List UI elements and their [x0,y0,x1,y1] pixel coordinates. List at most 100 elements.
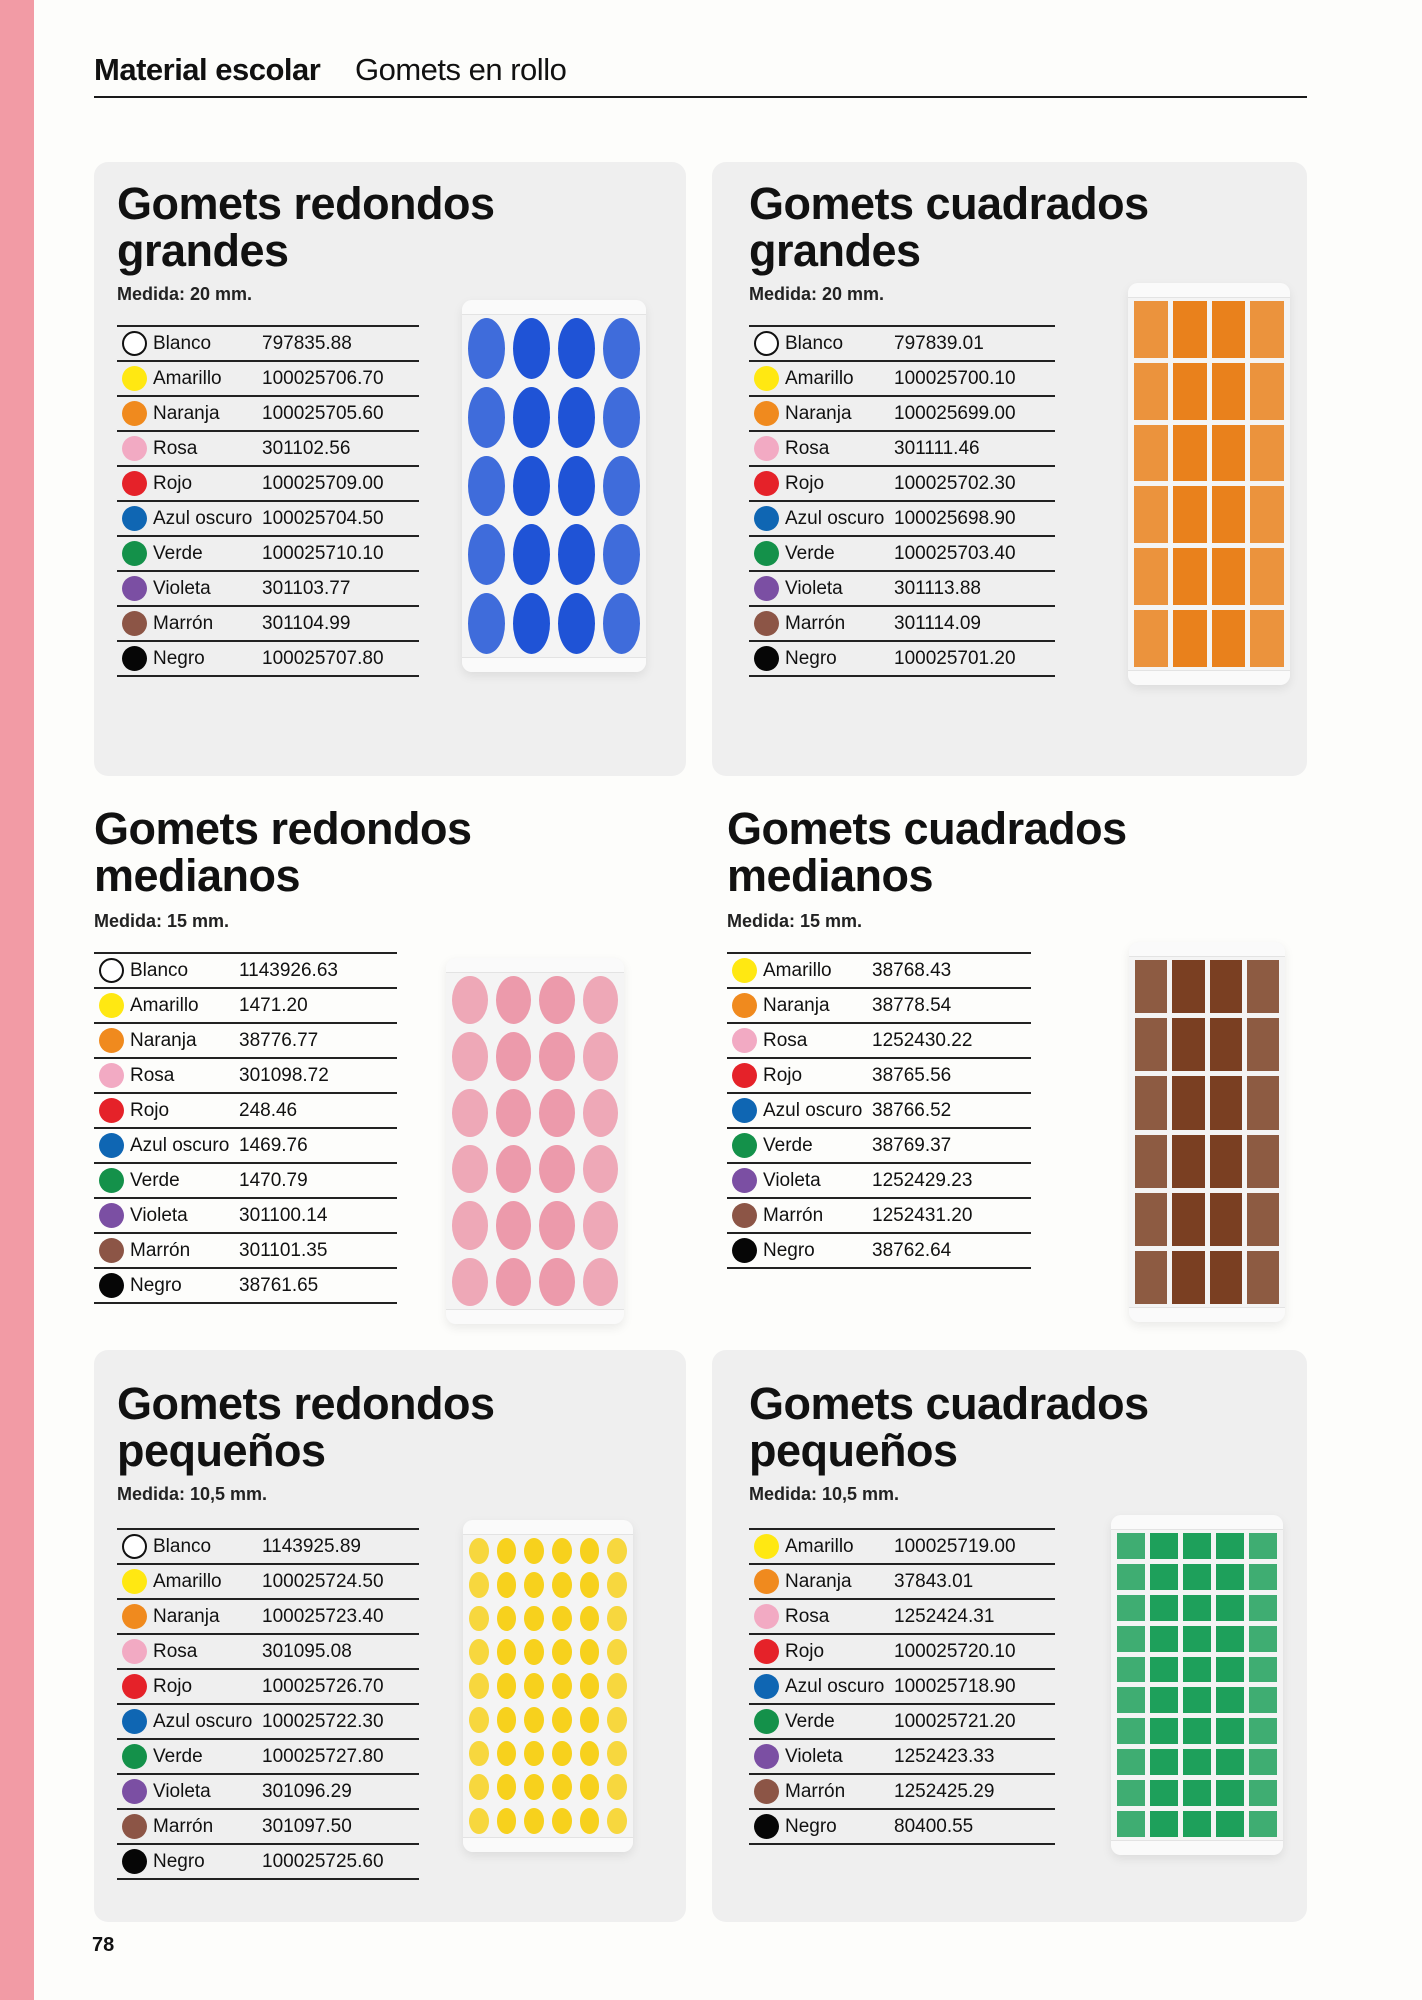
square-sticker-icon [1250,610,1284,667]
square-sticker-icon [1117,1563,1145,1590]
square-sticker-icon [1249,1687,1277,1714]
round-sticker-icon [582,1032,618,1081]
sticker-roll-image [1128,283,1290,685]
color-code-table: Blanco 1143926.63 Amarillo 1471.20 Naranja 38… [94,952,397,1304]
product-code: 38761.65 [239,1274,319,1296]
product-code: 100025706.70 [262,367,384,389]
color-swatch-icon [732,1203,757,1228]
product-code: 301113.88 [894,577,981,599]
product-code: 1252431.20 [872,1204,973,1226]
table-row: Verde 100025727.80 [117,1740,419,1775]
color-name: Negro [785,647,837,669]
round-sticker-icon [469,1605,489,1632]
color-swatch-icon [754,1569,779,1594]
round-sticker-icon [495,976,531,1025]
square-sticker-icon [1135,1192,1168,1246]
table-row: Amarillo 100025724.50 [117,1565,419,1600]
product-code: 38776.77 [239,1029,319,1051]
color-swatch-icon [122,576,147,601]
square-sticker-icon [1134,301,1168,358]
square-sticker-icon [1172,548,1207,606]
round-sticker-icon [468,318,505,379]
color-swatch-icon [754,1674,779,1699]
color-swatch-icon [122,1709,147,1734]
square-sticker-icon [1183,1563,1211,1590]
product-code: 301103.77 [262,577,351,599]
color-name: Naranja [785,402,852,424]
table-row: Negro 100025701.20 [749,642,1055,677]
product-title: Gomets redondos pequeños [117,1378,495,1476]
table-row: Azul oscuro 100025704.50 [117,502,419,537]
color-swatch-icon [99,1273,124,1298]
table-row: Violeta 301096.29 [117,1775,419,1810]
color-swatch-icon [122,401,147,426]
square-sticker-icon [1246,1250,1279,1304]
table-row: Violeta 301100.14 [94,1199,397,1234]
product-code: 301111.46 [894,437,980,459]
color-name: Blanco [130,959,189,981]
product-code: 797839.01 [894,332,984,354]
round-sticker-icon [513,386,550,448]
round-sticker-icon [558,593,595,654]
square-sticker-icon [1211,486,1246,544]
round-sticker-icon [468,386,505,448]
color-swatch-icon [754,1604,779,1629]
product-code: 1252424.31 [894,1605,995,1627]
square-sticker-icon [1250,486,1284,544]
round-sticker-icon [607,1639,627,1666]
round-sticker-icon [468,455,505,517]
square-sticker-icon [1134,548,1168,606]
round-sticker-icon [607,1538,627,1564]
color-swatch-icon [122,1639,147,1664]
round-sticker-icon [579,1571,600,1598]
round-sticker-icon [551,1639,572,1666]
color-swatch-icon [754,1744,779,1769]
round-sticker-icon [469,1571,489,1598]
round-sticker-icon [582,1257,618,1306]
color-name: Naranja [785,1570,852,1592]
color-swatch-icon [99,1238,124,1263]
round-sticker-icon [607,1808,627,1834]
color-swatch-icon [122,541,147,566]
color-swatch-icon [754,1814,779,1839]
square-sticker-icon [1150,1563,1178,1590]
round-sticker-icon [579,1538,600,1564]
color-swatch-icon [122,1849,147,1874]
roll-bottom-edge [1129,1307,1285,1322]
round-sticker-icon [496,1706,517,1733]
table-row: Marrón 301101.35 [94,1234,397,1269]
square-sticker-icon [1117,1594,1145,1621]
color-code-table: Blanco 797835.88 Amarillo 100025706.70 Naran… [117,325,419,677]
color-name: Amarillo [763,959,832,981]
product-code: 100025723.40 [262,1605,384,1627]
color-name: Marrón [785,612,846,634]
color-name: Naranja [763,994,830,1016]
square-sticker-icon [1249,1749,1277,1776]
color-name: Negro [785,1815,837,1837]
color-name: Negro [130,1274,182,1296]
round-sticker-icon [495,1201,531,1250]
color-swatch-icon [99,1168,124,1193]
product-code: 38765.56 [872,1064,952,1086]
round-sticker-icon [496,1605,517,1632]
square-sticker-icon [1211,548,1246,606]
square-sticker-icon [1250,301,1284,358]
round-sticker-icon [524,1605,544,1632]
color-name: Rosa [153,1640,198,1662]
square-sticker-icon [1250,548,1284,606]
table-row: Amarillo 1471.20 [94,989,397,1024]
product-code: 301095.08 [262,1640,352,1662]
square-sticker-icon [1172,960,1205,1014]
round-sticker-icon [579,1639,600,1666]
table-row: Rosa 1252424.31 [749,1600,1055,1635]
product-code: 301104.99 [262,612,351,634]
square-sticker-icon [1183,1780,1211,1807]
round-sticker-icon [539,1088,575,1137]
color-swatch-icon [754,611,779,636]
product-measure: Medida: 15 mm. [727,911,863,931]
section-title: Material escolar [94,52,321,87]
sticker-roll-image [1129,942,1285,1322]
square-sticker-icon [1150,1811,1178,1837]
color-swatch-icon [99,958,124,983]
color-name: Violeta [153,1780,211,1802]
